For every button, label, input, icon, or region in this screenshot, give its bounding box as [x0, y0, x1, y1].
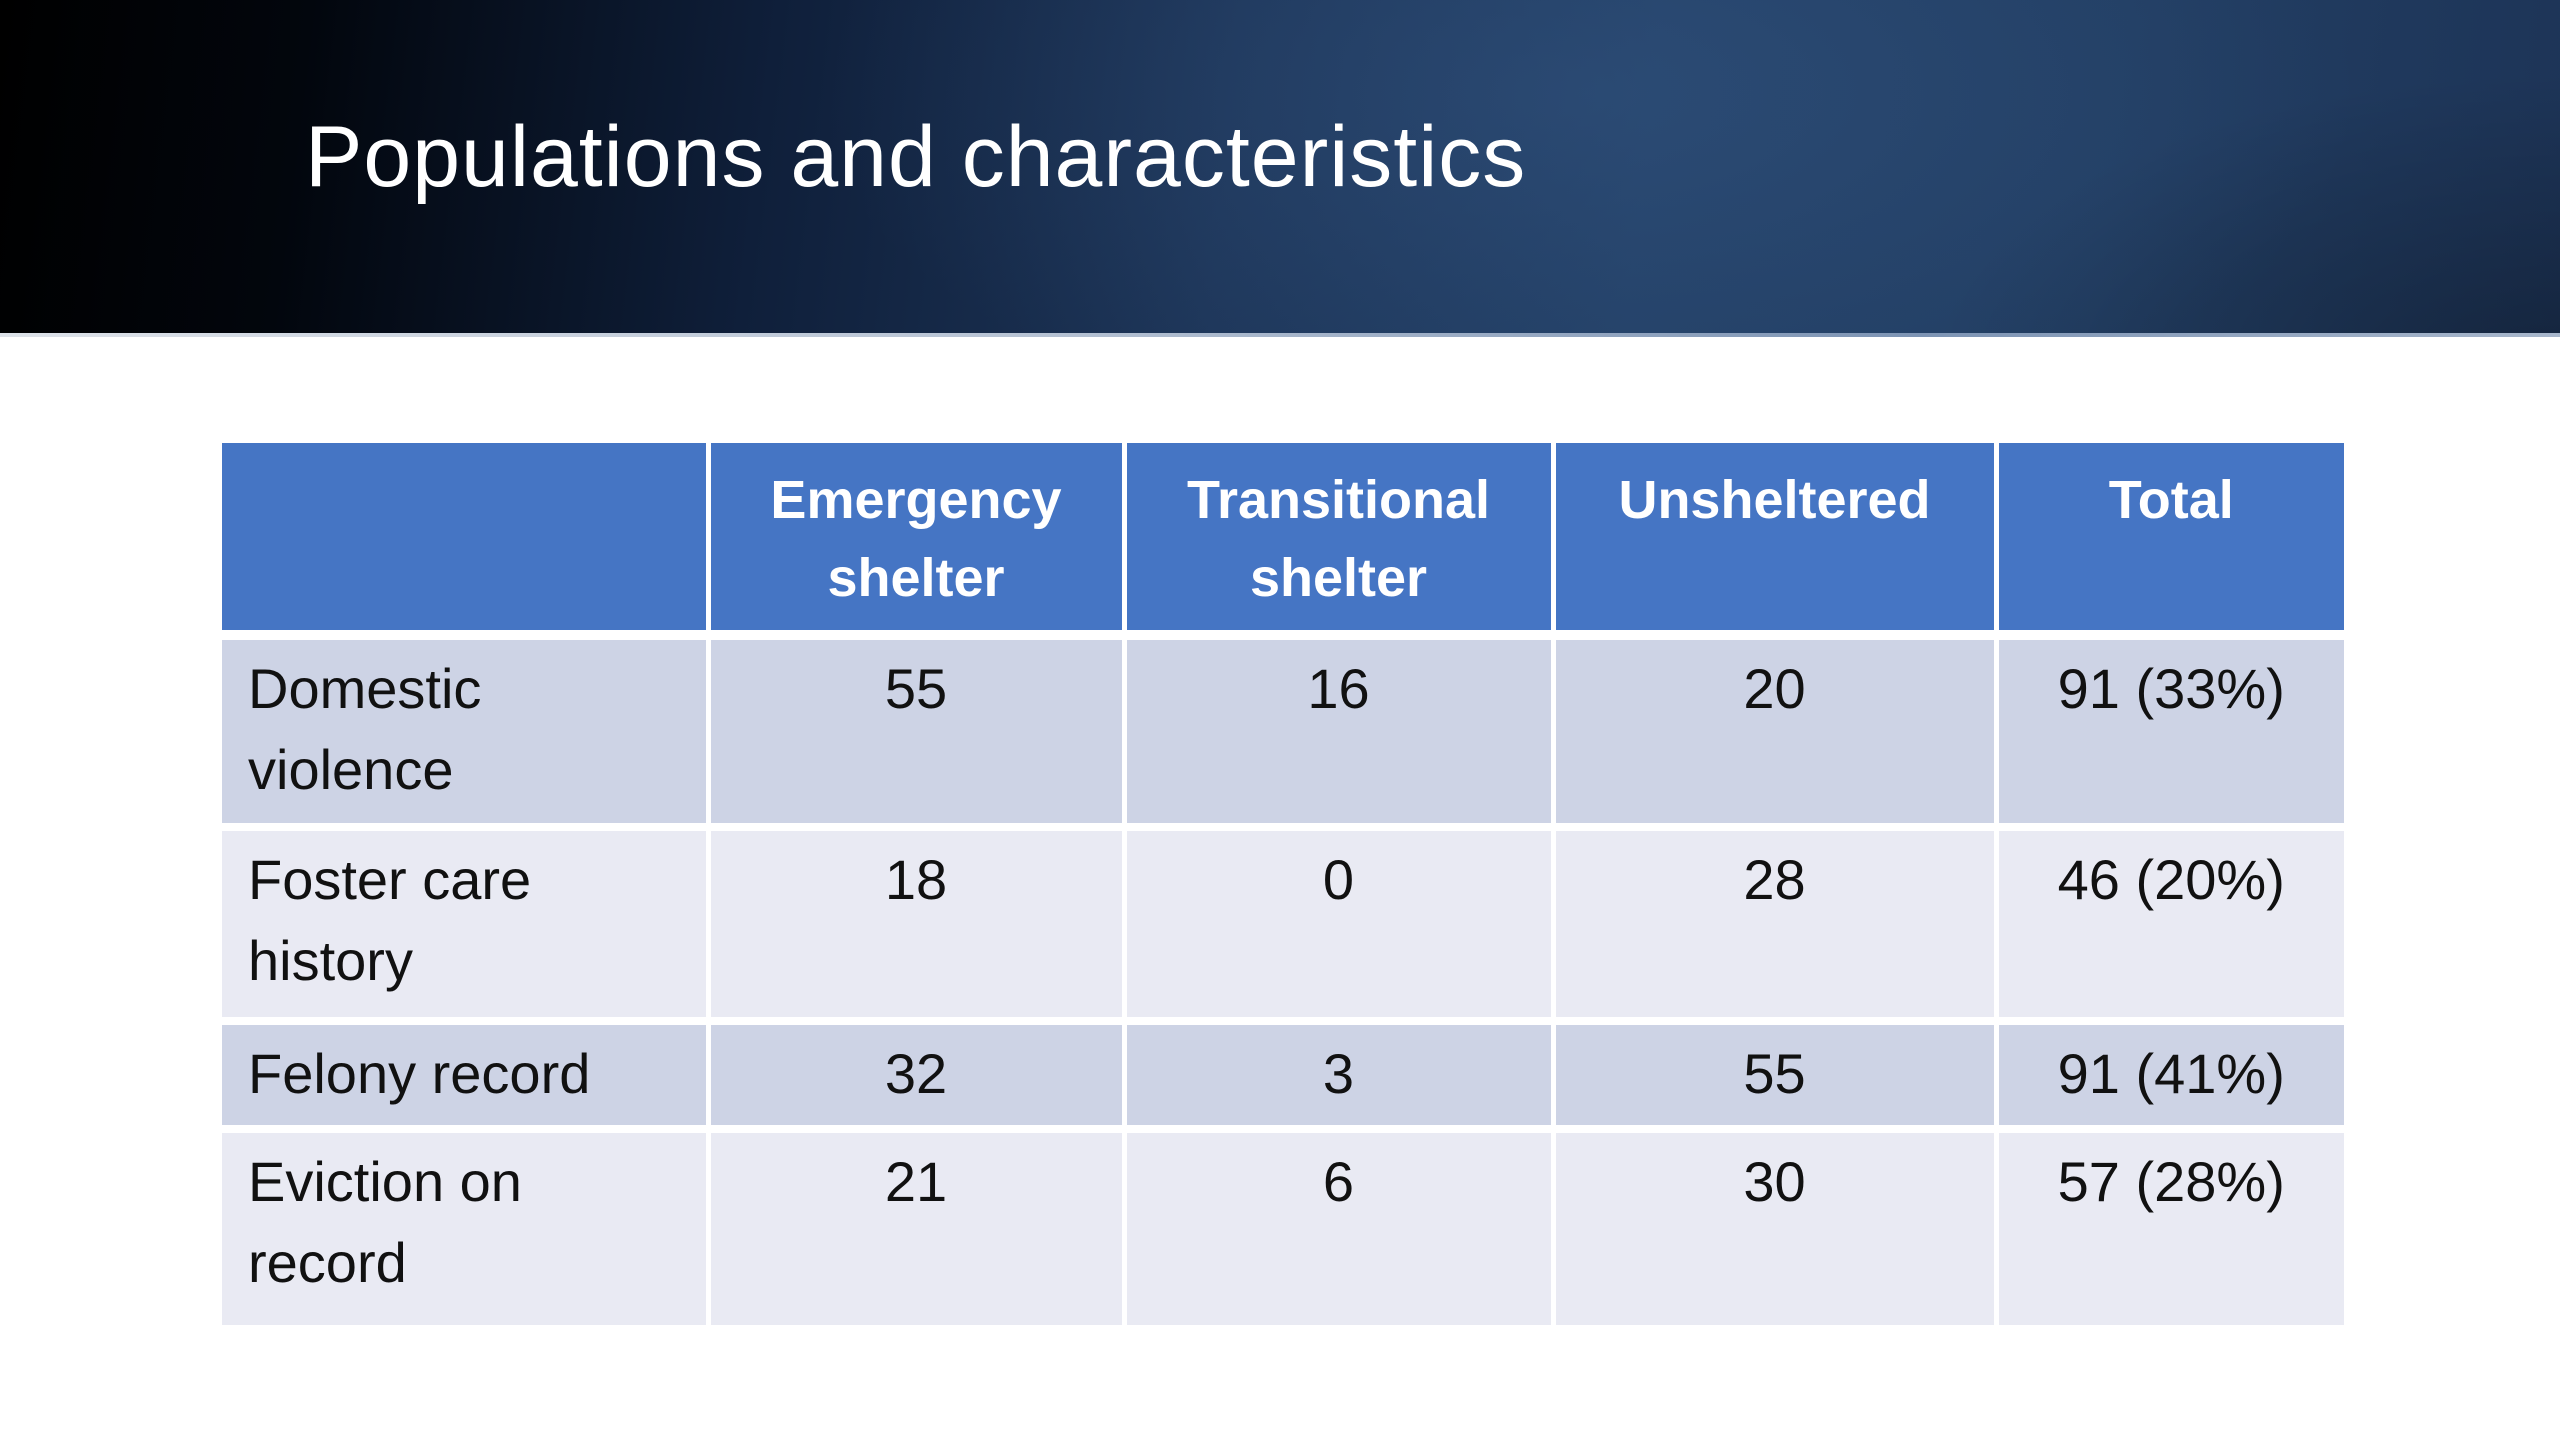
header-cell-total: Total [1993, 443, 2344, 640]
cell-value: 21 [705, 1126, 1127, 1325]
table-row-domestic-violence: Domestic violence 55 16 20 91 (33%) [222, 632, 2344, 831]
table-row-eviction-on-record: Eviction on record 21 6 30 57 (28%) [222, 1126, 2344, 1325]
row-label: Eviction on record [222, 1126, 711, 1325]
cell-value: 28 [1550, 824, 1999, 1025]
cell-total: 91 (33%) [1993, 632, 2344, 831]
table-header-row: Emergency shelter Transitional shelter U… [222, 443, 2344, 640]
cell-value: 18 [705, 824, 1127, 1025]
banner-divider-line [0, 333, 2560, 337]
cell-value: 30 [1550, 1126, 1999, 1325]
header-cell-emergency-shelter: Emergency shelter [705, 443, 1127, 640]
row-label: Domestic violence [222, 632, 711, 831]
cell-value: 3 [1121, 1018, 1556, 1133]
row-label: Felony record [222, 1018, 711, 1133]
cell-value: 20 [1550, 632, 1999, 831]
header-cell-transitional-shelter: Transitional shelter [1121, 443, 1556, 640]
populations-table: Emergency shelter Transitional shelter U… [222, 443, 2344, 1325]
table-row-foster-care-history: Foster care history 18 0 28 46 (20%) [222, 824, 2344, 1025]
cell-total: 57 (28%) [1993, 1126, 2344, 1325]
row-label: Foster care history [222, 824, 711, 1025]
header-cell-blank [222, 443, 711, 640]
cell-value: 32 [705, 1018, 1127, 1133]
cell-value: 16 [1121, 632, 1556, 831]
slide-title: Populations and characteristics [305, 109, 1527, 205]
cell-value: 0 [1121, 824, 1556, 1025]
table-row-felony-record: Felony record 32 3 55 91 (41%) [222, 1018, 2344, 1133]
header-cell-unsheltered: Unsheltered [1550, 443, 1999, 640]
title-banner [0, 0, 2560, 333]
cell-value: 55 [1550, 1018, 1999, 1133]
cell-value: 6 [1121, 1126, 1556, 1325]
cell-value: 55 [705, 632, 1127, 831]
cell-total: 91 (41%) [1993, 1018, 2344, 1133]
cell-total: 46 (20%) [1993, 824, 2344, 1025]
